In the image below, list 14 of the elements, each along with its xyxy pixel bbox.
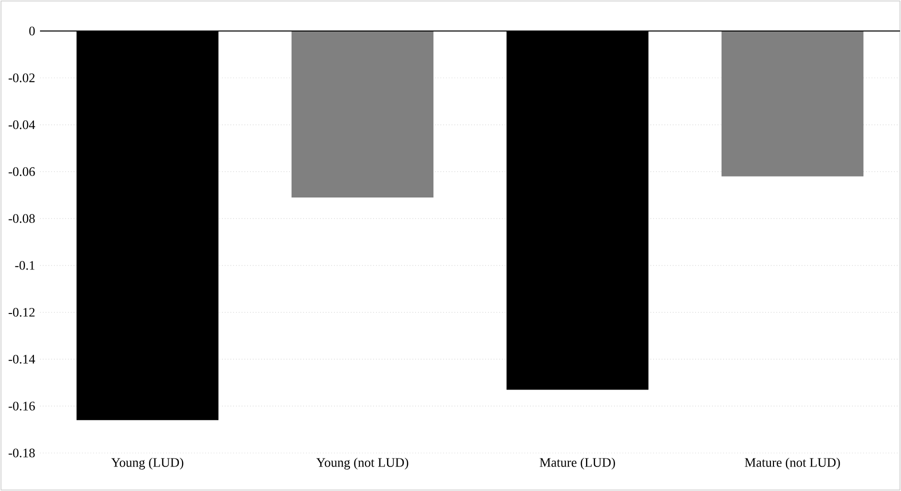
y-tick-label: -0.04 <box>8 120 36 130</box>
y-tick-label: -0.14 <box>8 354 36 364</box>
y-tick-label: -0.16 <box>8 402 35 411</box>
y-tick-label: 0 <box>29 26 35 36</box>
y-tick-label: -0.1 <box>15 261 34 270</box>
x-tick-label: Mature (not LUD) <box>744 458 840 470</box>
y-tick-label: -0.06 <box>8 167 35 176</box>
y-tick-label: -0.18 <box>8 448 35 458</box>
x-tick-label: Mature (LUD) <box>540 458 616 470</box>
y-tick-label: -0.12 <box>8 308 35 317</box>
x-tick-label: Young (LUD) <box>111 458 184 470</box>
x-tick-label: Young (not LUD) <box>316 458 408 470</box>
y-tick-label: -0.08 <box>8 214 35 223</box>
y-tick-label: -0.02 <box>8 73 35 82</box>
